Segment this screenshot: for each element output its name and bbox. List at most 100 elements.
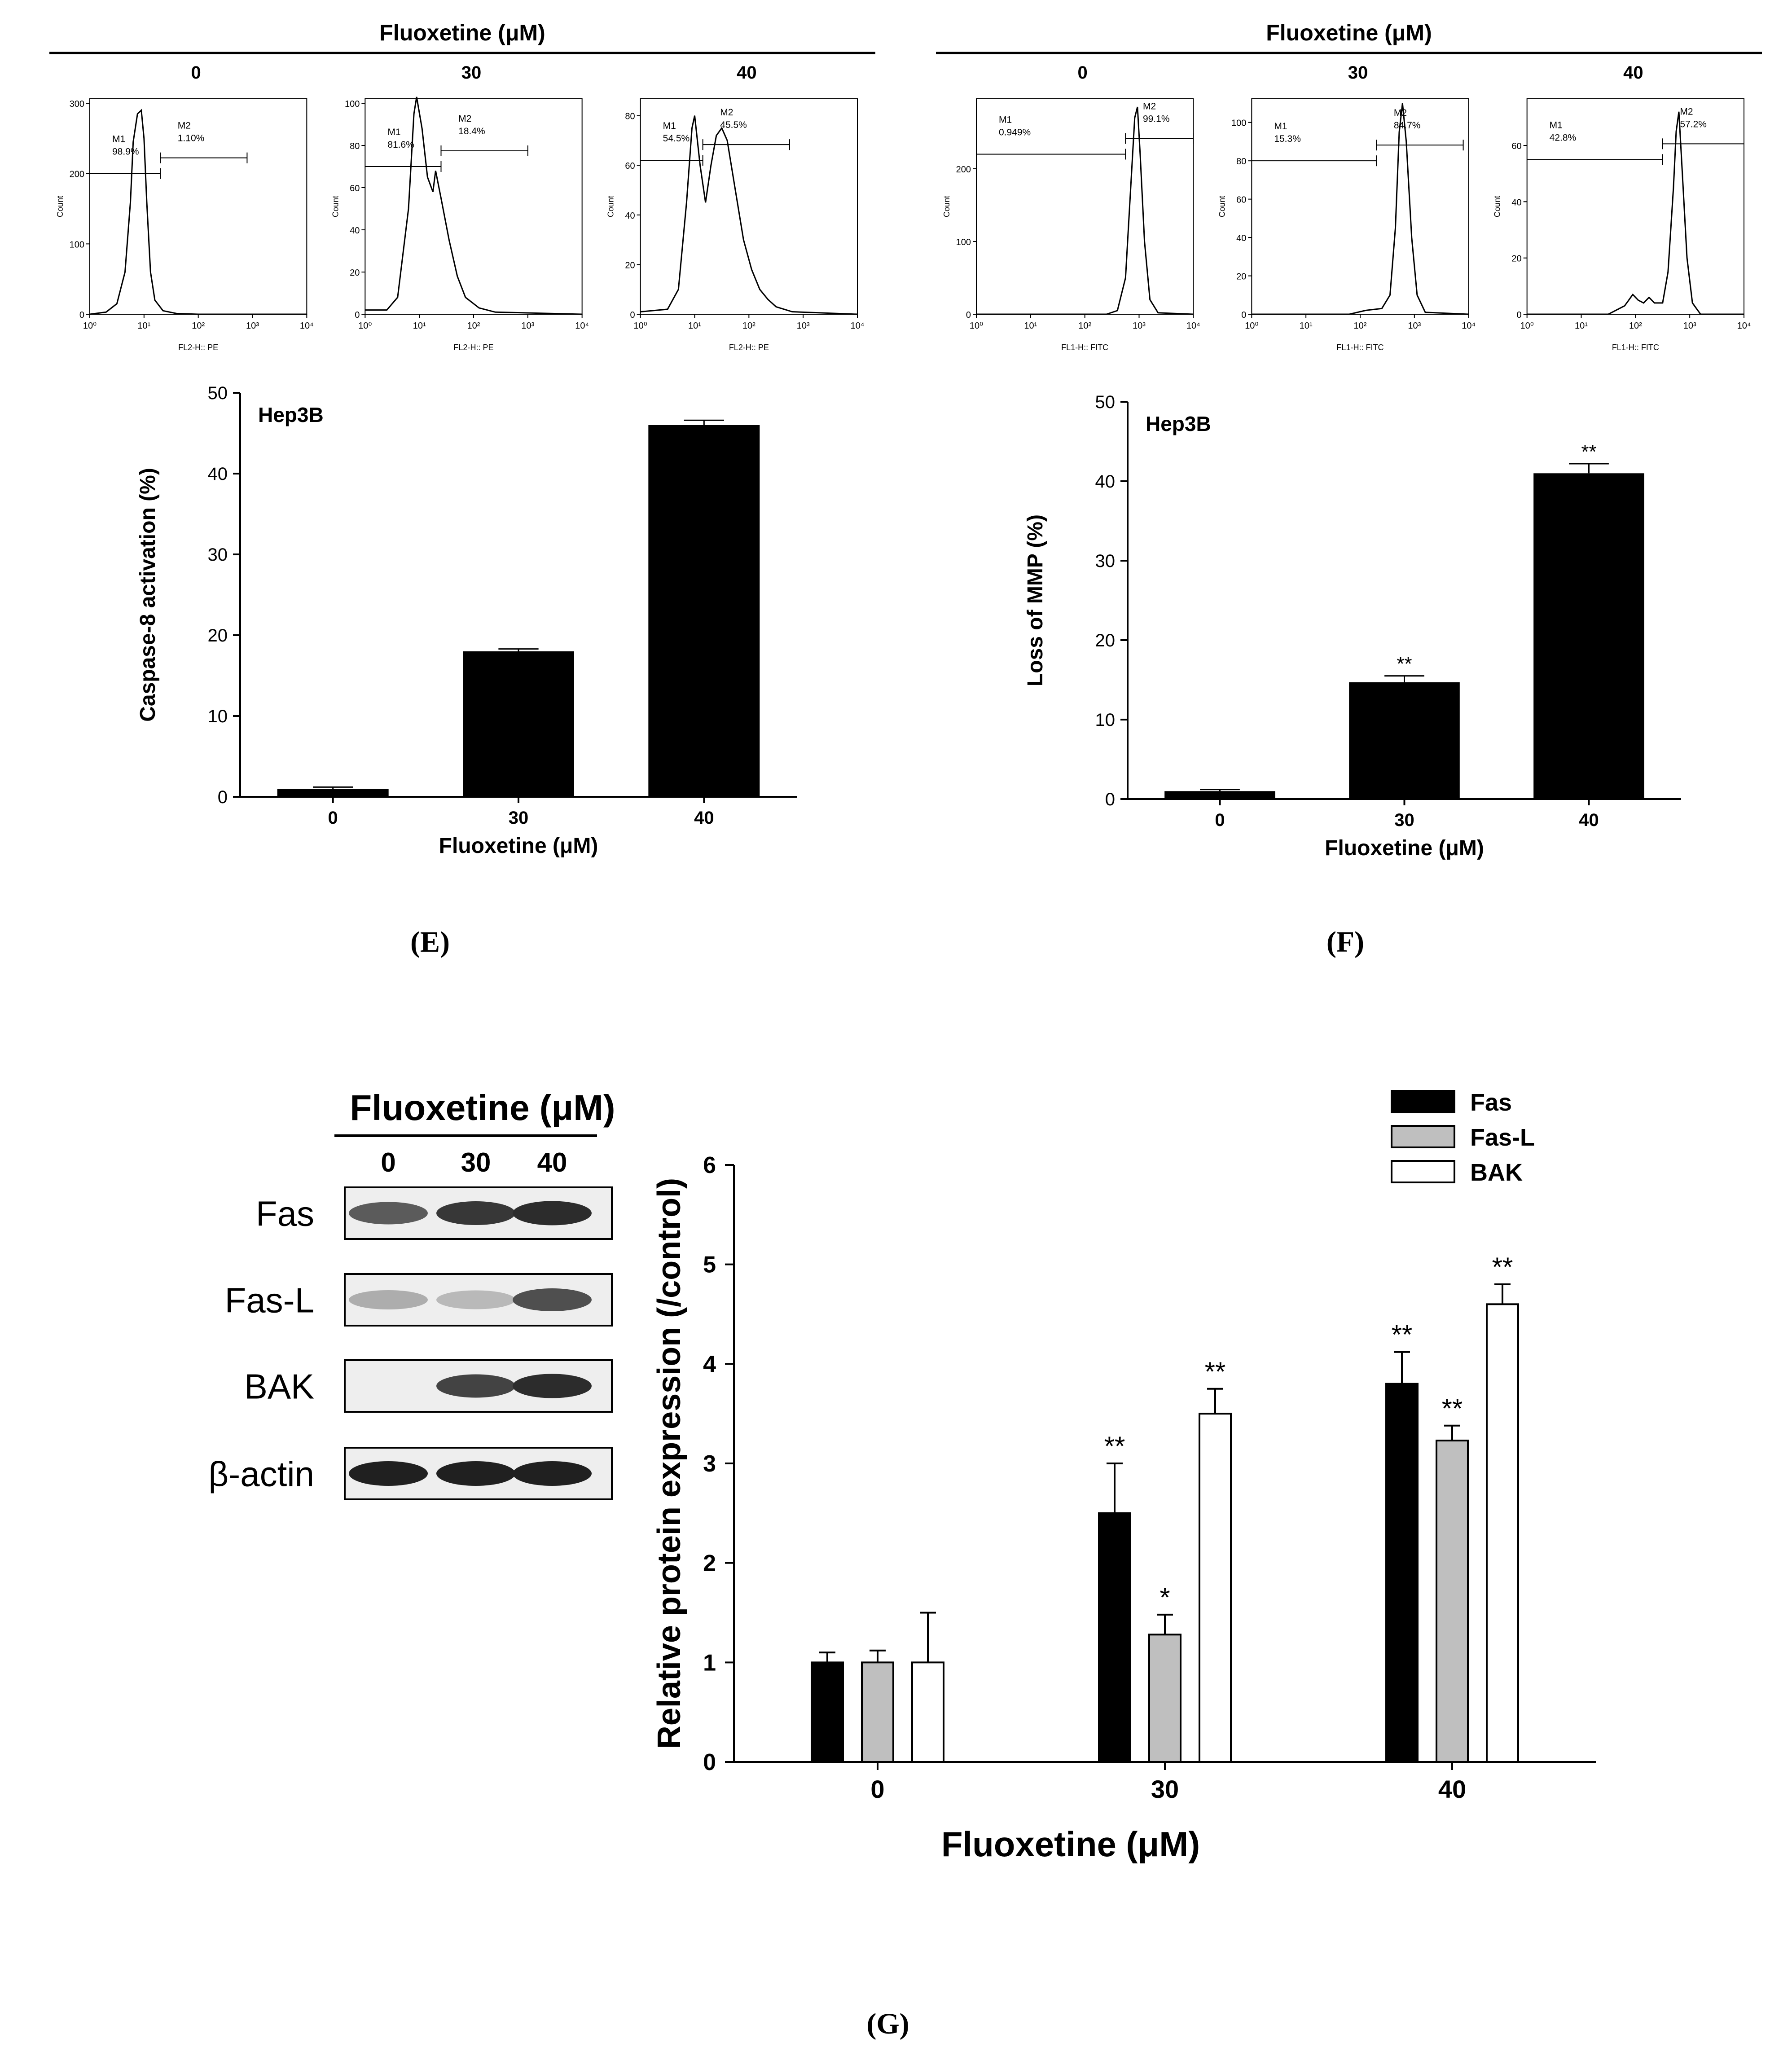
flow-ytick-label: 20 xyxy=(1511,254,1521,264)
flow-ytick-label: 200 xyxy=(70,170,84,180)
flow-ytick-label: 0 xyxy=(355,310,360,320)
flow-ytick-label: 0 xyxy=(1517,310,1522,320)
flow-ytick-label: 40 xyxy=(350,226,360,236)
flow-histogram-curve xyxy=(1527,111,1744,315)
flow-ylabel: Count xyxy=(942,196,951,217)
bar xyxy=(463,651,574,797)
bar-fas xyxy=(1385,1383,1419,1763)
flow-xtick-label: 10³ xyxy=(1683,321,1696,331)
bar-bak xyxy=(1486,1303,1519,1763)
flow-ytick-label: 100 xyxy=(345,99,360,109)
flow-xtick-label: 10⁰ xyxy=(358,321,372,331)
x-tick-label: 40 xyxy=(694,808,714,828)
flow-header: Fluoxetine (μM) xyxy=(379,20,545,45)
significance-marker: ** xyxy=(1397,653,1412,675)
flow-ytick-label: 40 xyxy=(625,211,635,221)
flow-dose-label: 40 xyxy=(737,63,757,83)
flow-dose-label: 30 xyxy=(1348,63,1368,83)
significance-marker: ** xyxy=(1581,441,1596,463)
blot-band xyxy=(436,1374,515,1398)
flow-ytick-label: 100 xyxy=(956,237,971,247)
blot-row-label: β-actin xyxy=(208,1454,314,1494)
flow-ytick-label: 80 xyxy=(350,141,360,151)
flow-m2-label: M2 xyxy=(1143,101,1156,111)
flow-m2-percent: 57.2% xyxy=(1680,119,1707,129)
x-tick-label: 30 xyxy=(509,808,529,828)
blot-band xyxy=(513,1201,592,1226)
flow-ylabel: Count xyxy=(606,196,615,217)
y-axis-label: Relative protein expression (/control) xyxy=(651,1178,687,1749)
y-tick-label: 4 xyxy=(703,1351,716,1377)
y-tick-label: 0 xyxy=(218,787,228,807)
significance-marker: * xyxy=(1160,1582,1170,1612)
y-axis-label: Caspase-8 activation (%) xyxy=(136,468,160,722)
significance-marker: ** xyxy=(1104,1431,1125,1461)
blot-band xyxy=(349,1202,428,1225)
flow-xlabel: FL1-H:: FITC xyxy=(1061,343,1108,352)
x-axis-label: Fluoxetine (μM) xyxy=(941,1824,1200,1864)
flow-xtick-label: 10³ xyxy=(1133,321,1146,331)
flow-ytick-label: 20 xyxy=(350,268,360,278)
bar-bak xyxy=(911,1661,944,1763)
blot-band xyxy=(513,1461,592,1486)
flow-xlabel: FL2-H:: PE xyxy=(178,343,218,352)
flow-xtick-label: 10⁰ xyxy=(83,321,97,331)
flow-ylabel: Count xyxy=(1217,196,1226,217)
flow-ytick-label: 40 xyxy=(1236,233,1246,243)
western-blot: Fluoxetine (μM) 0 30 40 Fas Fas-L BAK β-actin xyxy=(208,1088,615,1500)
y-tick-label: 40 xyxy=(1095,472,1116,492)
flow-ytick-label: 20 xyxy=(625,260,635,270)
flow-dose-label: 0 xyxy=(191,63,201,83)
flow-ylabel: Count xyxy=(331,196,340,217)
flow-m2-label: M2 xyxy=(1394,108,1407,118)
flow-header: Fluoxetine (μM) xyxy=(1266,20,1432,45)
blot-band xyxy=(513,1374,592,1398)
flow-xtick-label: 10³ xyxy=(797,321,810,331)
flow-ytick-label: 0 xyxy=(1241,310,1246,320)
flow-m1-percent: 42.8% xyxy=(1550,132,1577,143)
blot-band xyxy=(436,1290,515,1309)
flow-xtick-label: 10⁴ xyxy=(1186,321,1200,331)
flow-xlabel: FL2-H:: PE xyxy=(453,343,493,352)
significance-marker: ** xyxy=(1205,1357,1226,1387)
panel-label-f: (F) xyxy=(1326,926,1364,958)
flow-m1-percent: 81.6% xyxy=(387,140,414,150)
panel-label-g: (G) xyxy=(866,2007,909,2040)
flow-ytick-label: 300 xyxy=(70,99,84,109)
blot-band xyxy=(436,1461,515,1486)
bar xyxy=(1164,791,1275,799)
blot-row-label: Fas xyxy=(256,1194,314,1234)
flow-m1-percent: 54.5% xyxy=(663,133,690,144)
bar-fas xyxy=(1098,1512,1131,1763)
flow-m2-label: M2 xyxy=(720,107,733,118)
flow-histogram-curve xyxy=(1252,103,1469,315)
flow-xtick-label: 10² xyxy=(1629,321,1642,331)
flow-ytick-label: 60 xyxy=(625,161,635,171)
legend-swatch-fas-l xyxy=(1391,1125,1455,1148)
flow-xtick-label: 10⁴ xyxy=(1462,321,1476,331)
y-tick-label: 40 xyxy=(208,464,228,484)
flow-histogram-curve xyxy=(89,109,307,315)
flow-plot-frame xyxy=(1526,98,1745,315)
flow-xlabel: FL1-H:: FITC xyxy=(1612,343,1659,352)
x-tick-label: 0 xyxy=(328,808,338,828)
flow-ylabel: Count xyxy=(56,196,65,217)
flow-m2-percent: 84.7% xyxy=(1394,120,1421,131)
blot-header: Fluoxetine (μM) xyxy=(350,1088,615,1128)
flow-ytick-label: 60 xyxy=(1236,195,1246,205)
x-tick-label: 40 xyxy=(1579,810,1599,830)
protein-expression-bar-chart: 0 1 2 3 4 5 6 Relative protein expression (/con… xyxy=(651,1089,1596,1864)
y-tick-label: 50 xyxy=(208,383,228,403)
flow-xtick-label: 10² xyxy=(1354,321,1367,331)
flow-xtick-label: 10⁴ xyxy=(851,321,865,331)
flow-m2-percent: 99.1% xyxy=(1143,114,1170,124)
bar-fas xyxy=(811,1661,844,1763)
bar xyxy=(648,425,760,797)
flow-ytick-label: 80 xyxy=(1236,157,1246,167)
flow-ytick-label: 80 xyxy=(625,112,635,122)
legend-swatch-bak xyxy=(1391,1160,1455,1183)
y-tick-label: 10 xyxy=(1095,710,1116,730)
flow-xtick-label: 10¹ xyxy=(413,321,426,331)
flow-histogram-curve xyxy=(976,106,1194,315)
flow-xtick-label: 10¹ xyxy=(688,321,701,331)
